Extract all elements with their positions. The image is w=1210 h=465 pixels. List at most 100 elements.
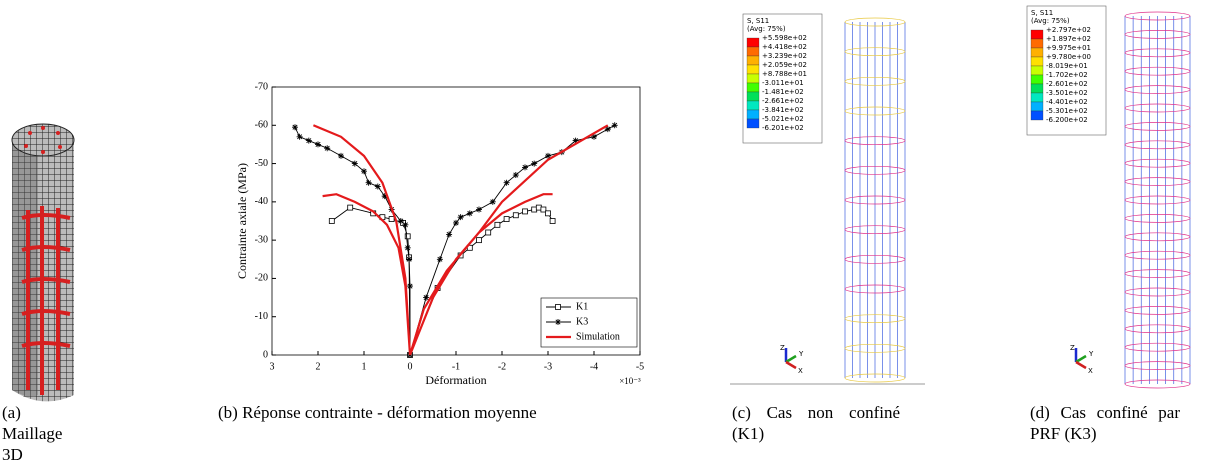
legend-value: -5.021e+02 [762, 115, 804, 123]
marker-square [512, 212, 519, 219]
legend-subtitle: (Avg: 75%) [1031, 17, 1070, 25]
marker-square [494, 221, 501, 228]
color-band [746, 91, 760, 102]
caption-text: Maillage 3D [2, 424, 63, 464]
color-band [1030, 65, 1044, 76]
hoop [844, 106, 906, 116]
legend-value: +1.897e+02 [1046, 35, 1091, 43]
marker-star [305, 137, 312, 144]
color-band [746, 64, 760, 75]
axis-label: X [798, 367, 803, 375]
legend-value: +8.788e+01 [762, 70, 807, 78]
contour-legend: S, S11(Avg: 75%)+5.598e+02+4.418e+02+3.2… [742, 13, 823, 144]
hoop [1124, 324, 1191, 334]
hoop [844, 76, 906, 86]
y-tick-label: -50 [255, 158, 268, 169]
hoop [1124, 103, 1191, 113]
marker-square [503, 216, 510, 222]
hoop [1124, 140, 1191, 150]
legend-value: -3.011e+01 [762, 79, 804, 87]
x-axis-label: Déformation [425, 373, 486, 387]
marker-star [315, 141, 321, 148]
y-tick-label: 0 [263, 349, 268, 360]
x-tick-label: 3 [270, 361, 275, 372]
x-tick-label: 2 [316, 361, 321, 372]
marker-star [446, 231, 453, 238]
marker-star [531, 160, 538, 167]
mesh-3d [11, 123, 75, 402]
marker-star [292, 124, 298, 131]
color-band [1030, 29, 1044, 40]
caption-text: Cas confiné par PRF (K3) [1030, 403, 1181, 443]
hoop [1124, 30, 1191, 39]
marker-star [423, 294, 430, 301]
x-tick-label: -5 [636, 361, 644, 372]
hoop [844, 314, 906, 324]
color-band [1030, 101, 1044, 112]
marker-star [374, 183, 381, 190]
caption-label: (b) [218, 403, 238, 422]
caption: (a) Maillage 3D [2, 402, 82, 465]
color-band [746, 100, 760, 111]
y-axis-label: Contrainte axiale (MPa) [235, 163, 249, 279]
legend-value: -3.501e+02 [1046, 89, 1088, 97]
color-band [1030, 74, 1044, 85]
caption-text: Cas non confiné (K1) [732, 403, 900, 443]
axis-y [1075, 354, 1087, 364]
hoop [844, 47, 906, 57]
x-tick-label: -3 [544, 361, 552, 372]
hoop [1124, 361, 1191, 370]
marker-square [476, 237, 482, 244]
marker-star [489, 198, 496, 205]
caption: (c) Cas non confiné (K1) [732, 402, 900, 444]
hoop [1124, 48, 1191, 58]
caption: (b) Réponse contrainte - déformation moy… [218, 402, 648, 423]
legend-value: -4.401e+02 [1046, 98, 1088, 106]
color-band [1030, 47, 1044, 58]
marker-star [436, 256, 443, 263]
marker-star [457, 214, 464, 221]
caption-label: (a) [2, 403, 21, 422]
caption-label: (c) [732, 403, 751, 422]
axis-label: Y [1088, 350, 1094, 358]
legend-value: -2.601e+02 [1046, 80, 1088, 88]
marker-star [503, 179, 510, 186]
hoop [844, 254, 906, 264]
axis-x [785, 360, 797, 370]
hoop [1124, 250, 1191, 260]
marker-star [406, 256, 413, 263]
color-band [1030, 110, 1044, 121]
axis-label: Z [780, 344, 785, 352]
hoop [1124, 11, 1191, 21]
marker-star [402, 221, 409, 228]
marker-star [365, 179, 372, 186]
marker-star [466, 210, 473, 217]
x-tick-label: -4 [590, 361, 598, 372]
marker-star [476, 206, 482, 213]
color-band [1030, 83, 1044, 94]
marker-star [522, 164, 528, 171]
hoop [844, 284, 906, 294]
hoop [1124, 342, 1191, 352]
legend-title: S, S11 [1031, 9, 1053, 17]
legend-value: -6.200e+02 [1046, 116, 1088, 124]
marker-square [540, 206, 547, 213]
triad: Z Y X [1070, 344, 1094, 375]
marker-square [347, 204, 354, 211]
marker-square [404, 233, 411, 240]
legend-value: -3.841e+02 [762, 106, 804, 114]
y-tick-label: -40 [255, 196, 268, 207]
rebar-cage [1124, 11, 1191, 389]
axis-label: X [1088, 367, 1093, 375]
marker-star [381, 193, 388, 200]
marker-square [388, 216, 395, 222]
color-band [746, 73, 760, 84]
marker-star [361, 168, 367, 175]
hoop [1124, 122, 1191, 131]
legend-subtitle: (Avg: 75%) [747, 25, 786, 33]
legend-value: -1.702e+02 [1046, 71, 1088, 79]
legend-label: Simulation [576, 331, 620, 342]
legend-value: +5.598e+02 [762, 34, 807, 42]
axis-label: Y [798, 350, 804, 358]
